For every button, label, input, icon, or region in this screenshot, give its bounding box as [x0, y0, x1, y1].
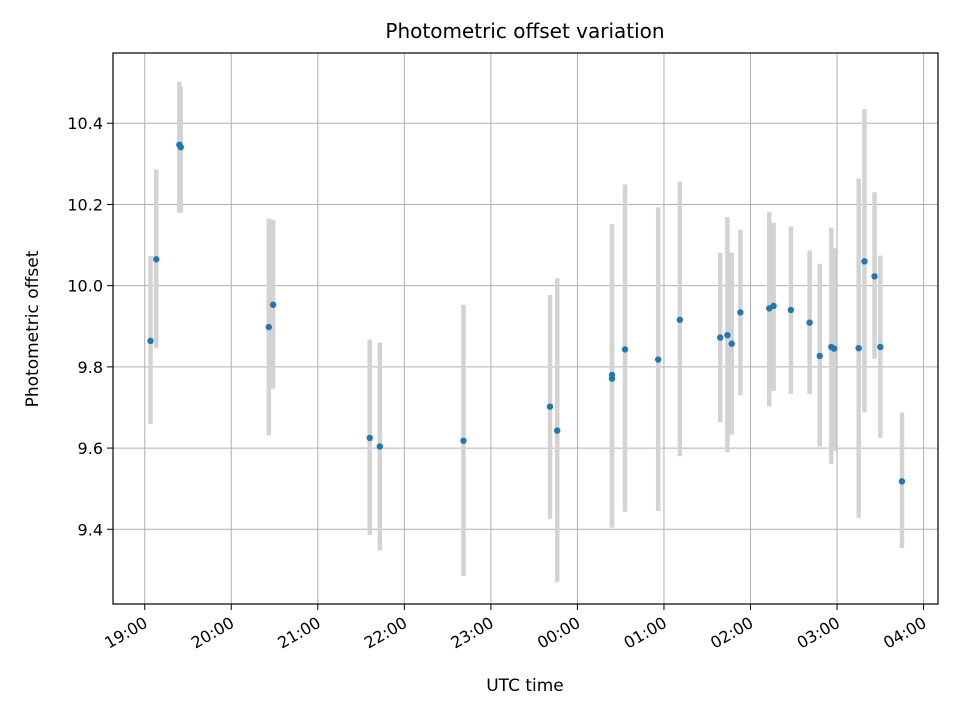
y-tick-label: 10.0 — [67, 277, 103, 296]
data-point — [460, 437, 467, 444]
y-axis: 9.4 9.6 9.8 10.0 10.2 10.4 — [67, 114, 113, 539]
data-point — [554, 427, 561, 434]
data-point — [269, 301, 277, 308]
data-point — [676, 316, 684, 323]
data-point — [806, 319, 813, 326]
data-point — [153, 256, 160, 263]
data-point — [871, 273, 878, 280]
data-point — [717, 334, 724, 341]
data-point — [546, 403, 554, 410]
plot-frame — [112, 52, 939, 605]
data-point — [737, 309, 744, 316]
data-point — [830, 345, 838, 352]
data-point — [177, 144, 184, 151]
y-tick-label: 10.2 — [67, 195, 103, 214]
data-point — [147, 337, 154, 345]
data-point — [376, 443, 384, 450]
data-point — [608, 375, 616, 382]
y-tick-label: 9.4 — [78, 520, 103, 539]
data-point — [654, 356, 662, 363]
data-point — [877, 343, 884, 351]
y-tick-label: 9.6 — [78, 439, 103, 458]
data-point — [861, 258, 868, 265]
data-point — [621, 346, 629, 353]
data-points — [147, 141, 906, 485]
data-point — [787, 306, 795, 314]
y-tick-label: 10.4 — [67, 114, 103, 133]
y-tick-label: 9.8 — [78, 358, 103, 377]
data-point — [898, 478, 906, 485]
chart-title: Photometric offset variation — [385, 19, 664, 43]
data-point — [724, 331, 731, 339]
grid — [113, 53, 938, 604]
y-axis-title: Photometric offset — [23, 250, 43, 407]
data-point — [816, 352, 823, 360]
data-point — [770, 302, 777, 310]
x-axis-title: UTC time — [486, 676, 564, 696]
data-point — [728, 340, 735, 347]
data-point — [265, 323, 272, 331]
data-point — [366, 434, 373, 442]
data-point — [855, 344, 862, 352]
